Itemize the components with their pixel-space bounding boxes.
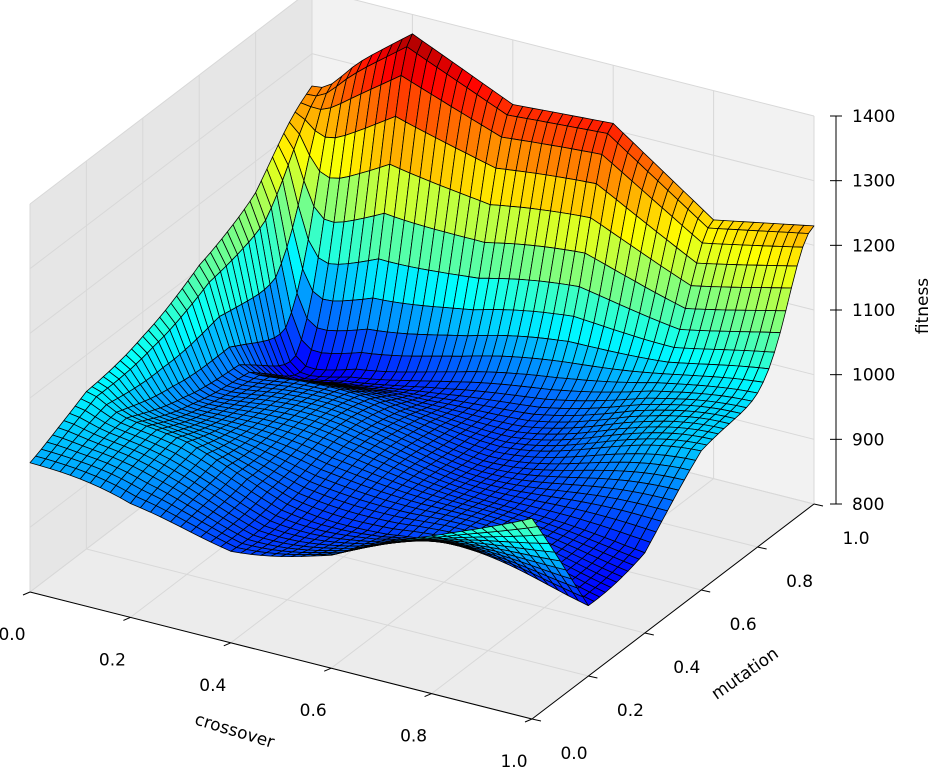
x-tick-mark [223,642,231,647]
y-tick-label: 0.0 [560,744,587,764]
z-tick-label: 1100 [852,301,895,321]
gridline-z [29,0,815,205]
z-axis-label: fitness [913,278,933,334]
gridline-y-floor [86,548,589,677]
x-tick-label: 0.4 [199,676,226,696]
z-tick-label: 1200 [852,236,895,256]
y-tick-mark [588,675,598,679]
x-tick-mark [524,718,533,723]
y-tick-label: 0.6 [730,615,757,635]
z-tick-label: 800 [852,495,884,515]
z-tick-label: 900 [852,430,884,450]
x-tick-label: 1.0 [500,752,527,772]
x-tick-mark [424,693,432,698]
y-tick-mark [531,718,542,722]
y-tick-mark [644,632,654,636]
y-tick-label: 0.8 [786,572,813,592]
y-tick-mark [701,589,711,593]
gridline-z [29,53,815,270]
x-tick-mark [324,667,332,672]
axis-ticks: 0.0 0.2 0.4 0.6 0.8 1.0 0.0 0.2 0.4 0.6 0.8 1.0 800 9… [0,107,895,772]
x-tick-label: 0.2 [99,650,126,670]
z-tick-label: 1400 [852,107,895,127]
y-axis-label: mutation [708,644,783,705]
z-tick-label: 1300 [852,172,895,192]
x-axis-label: crossover [192,710,276,753]
surface-mesh [29,33,815,606]
x-tick-label: 0.0 [0,625,26,645]
x-axis-line [29,591,533,720]
z-tick-label: 1000 [852,366,895,386]
y-tick-label: 0.4 [673,658,700,678]
y-tick-label: 0.2 [617,701,644,721]
x-tick-mark [123,616,131,621]
x-tick-mark [22,591,31,596]
y-tick-mark [813,503,824,507]
y-tick-mark [757,546,767,550]
x-tick-label: 0.8 [400,727,427,747]
y-axis-line [531,503,815,720]
surface-patch [521,518,538,529]
y-tick-label: 1.0 [842,529,869,549]
x-tick-label: 0.6 [300,701,327,721]
